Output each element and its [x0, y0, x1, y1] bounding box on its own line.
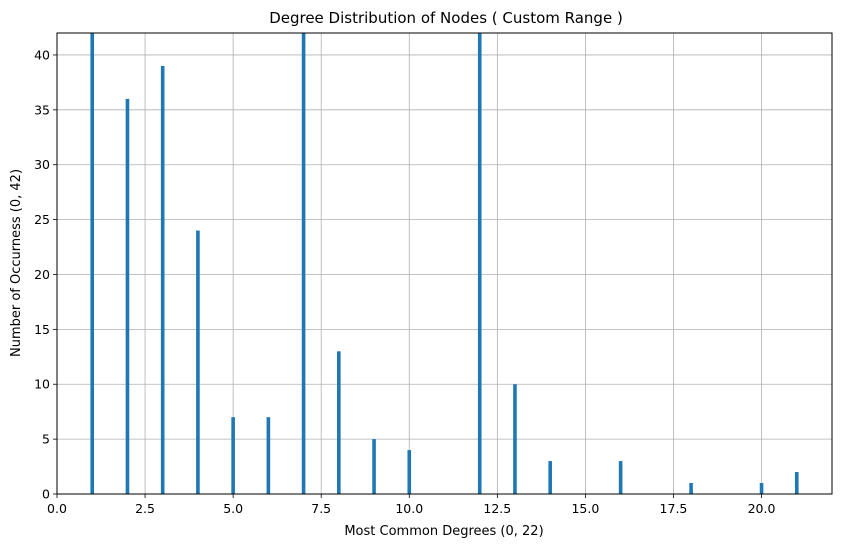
bar — [618, 461, 623, 494]
x-tick-label: 5.0 — [223, 501, 243, 516]
bar — [689, 483, 693, 494]
y-tick-label: 20 — [34, 267, 50, 282]
bars — [90, 33, 799, 495]
bar — [301, 33, 306, 494]
bar — [231, 417, 235, 494]
bar — [794, 472, 799, 494]
x-tick-label: 20.0 — [748, 501, 776, 516]
plot-frame — [56, 32, 833, 495]
y-tick-label: 0 — [42, 487, 50, 502]
chart-title: Degree Distribution of Nodes ( Custom Ra… — [269, 9, 623, 27]
bar — [477, 33, 482, 494]
y-tick-label: 15 — [34, 322, 50, 337]
x-tick-label: 12.5 — [483, 501, 511, 516]
bar — [372, 439, 376, 494]
y-tick-label: 10 — [34, 377, 50, 392]
bar — [125, 98, 130, 494]
x-axis-label: Most Common Degrees (0, 22) — [344, 524, 543, 539]
x-tick-label: 10.0 — [395, 501, 423, 516]
bar — [196, 230, 200, 495]
bar — [759, 483, 764, 494]
bar — [337, 351, 341, 494]
bar — [90, 33, 95, 494]
y-axis-label: Number of Occurness (0, 42) — [9, 169, 24, 357]
bar — [548, 461, 552, 494]
y-tick-label: 25 — [34, 212, 50, 227]
x-tick-label: 0.0 — [47, 501, 67, 516]
x-tick-label: 2.5 — [135, 501, 155, 516]
bar — [160, 65, 165, 494]
y-axis: 0 5 10 15 20 25 30 35 40 — [34, 47, 57, 502]
y-tick-label: 30 — [34, 157, 50, 172]
x-tick-label: 17.5 — [660, 501, 688, 516]
bar — [407, 450, 412, 494]
x-axis: 0.0 2.5 5.0 7.5 10.0 12.5 15.0 17.5 20.0 — [47, 494, 776, 516]
x-tick-label: 7.5 — [311, 501, 331, 516]
grid-lines — [56, 33, 832, 495]
y-tick-label: 5 — [42, 432, 50, 447]
y-tick-label: 35 — [34, 102, 50, 117]
x-tick-label: 15.0 — [571, 501, 599, 516]
y-tick-label: 40 — [34, 47, 50, 62]
bar — [266, 417, 271, 494]
bar — [513, 384, 517, 494]
